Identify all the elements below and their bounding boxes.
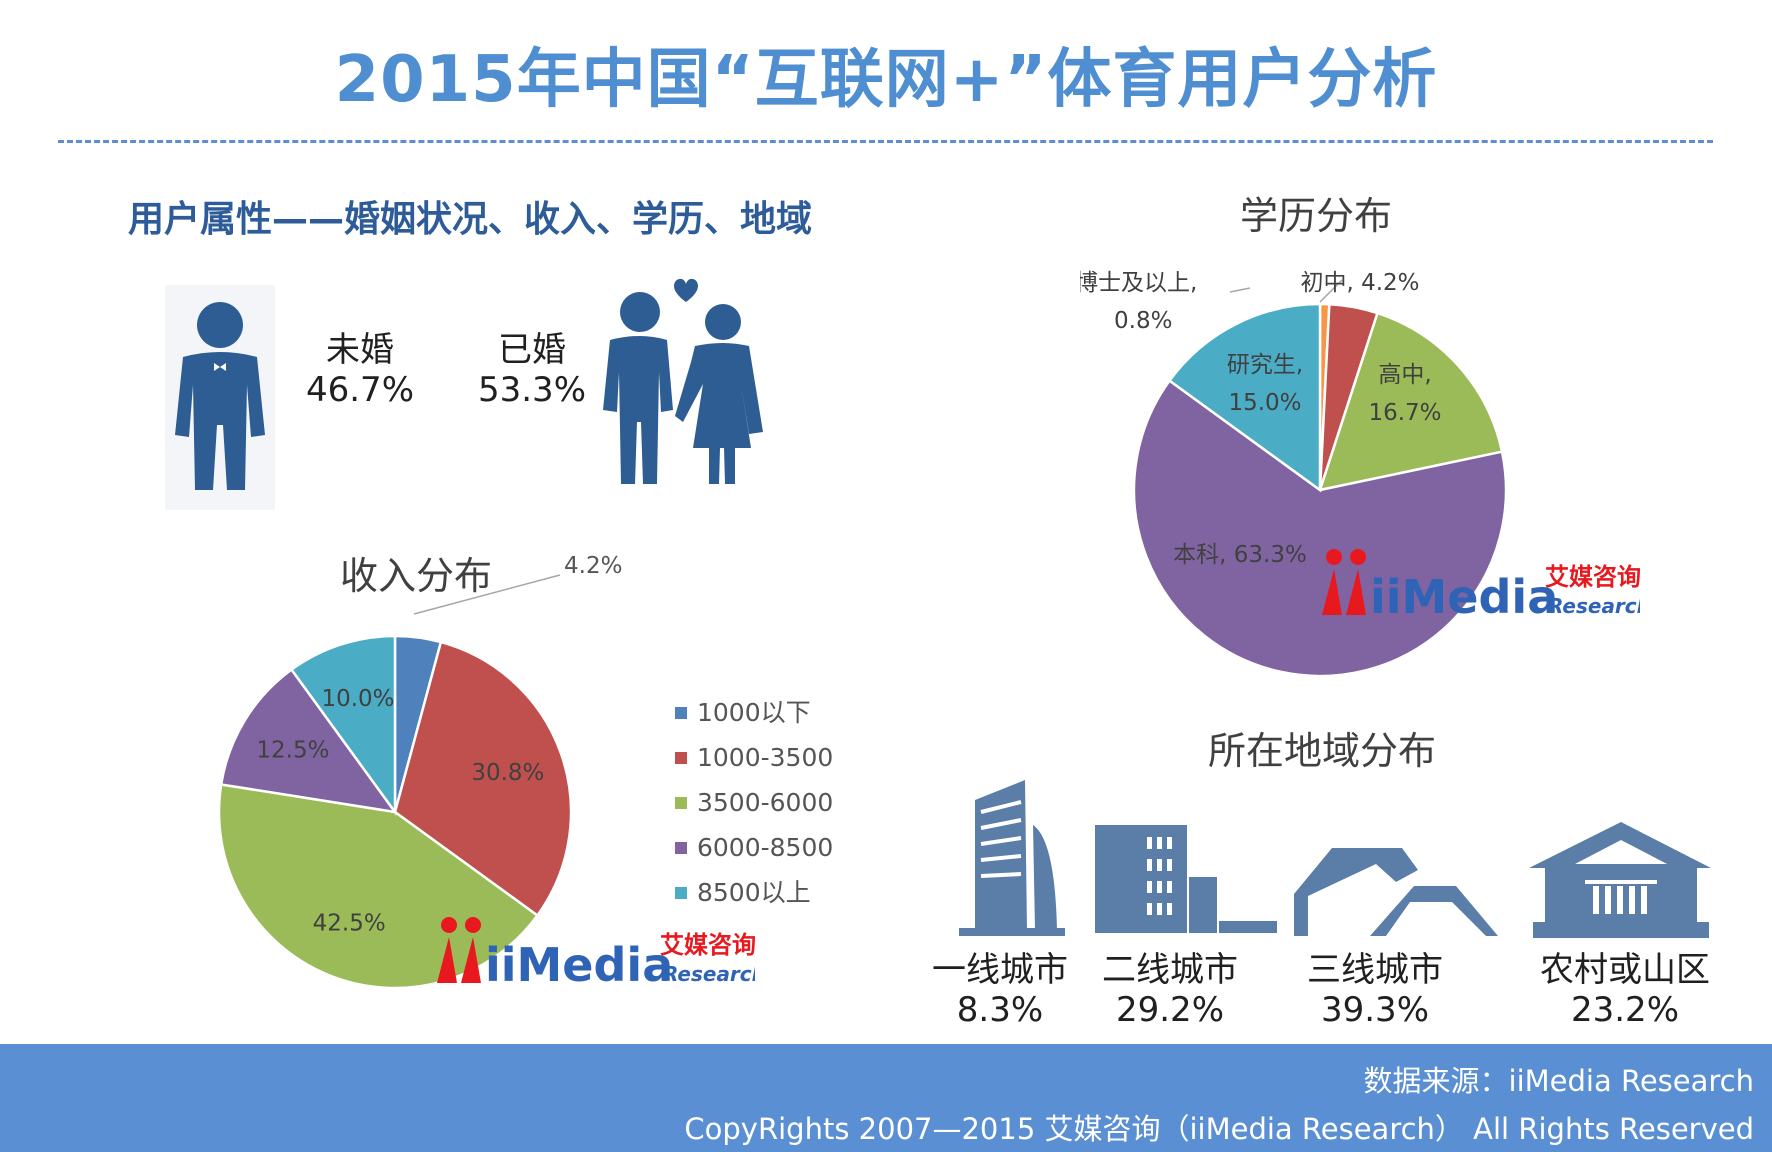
region-item-rural: 农村或山区 23.2% [1530,950,1720,1030]
marital-single-label: 未婚 [326,330,394,370]
education-label-1: 初中, 4.2% [1300,270,1419,296]
income-legend-swatch [675,887,687,899]
income-legend-item: 6000-8500 [675,833,833,863]
page-title: 2015年中国“互联网+”体育用户分析 [334,43,1438,117]
education-label-0: 博士及以上, [1080,270,1197,296]
income-label-3: 12.5% [256,737,329,763]
region-label-rural: 农村或山区 [1540,950,1710,990]
marital-married-value: 53.3% [477,370,586,410]
income-legend-swatch [675,752,687,764]
income-legend-label: 1000-3500 [697,743,834,772]
logo-brand-left: iiMedia [485,938,673,988]
region-item-tier3: 三线城市 39.3% [1300,950,1450,1030]
skyscraper-icon [959,780,1065,936]
bank-building-icon [1529,822,1711,938]
income-legend: 1000以下 1000-3500 3500-6000 6000-8500 8500以上 [675,698,833,923]
income-legend-swatch [675,707,687,719]
income-label-4: 10.0% [321,686,394,712]
title-divider [58,140,1713,143]
education-label-0: 0.8% [1114,308,1172,334]
single-man-icon [165,285,275,510]
income-slice-2 [217,783,540,990]
income-legend-label: 8500以上 [697,878,811,907]
apartment-building-icon [1095,825,1277,933]
region-value-rural: 23.2% [1570,990,1679,1030]
income-legend-swatch [675,797,687,809]
education-slice-2 [1318,311,1504,492]
logo-cn-right: 艾媒咨询 [1545,563,1640,591]
income-chart-title: 收入分布 [340,554,493,598]
income-legend-label: 1000以下 [697,698,811,727]
education-label-4: 研究生, [1227,352,1303,378]
logo-sub-right: Research [1548,594,1640,618]
region-value-tier3: 39.3% [1320,990,1429,1030]
logo-sub-left: Research [663,962,755,986]
income-label-0: 4.2% [564,553,622,579]
income-pie-chart: 30.8% 42.5% 12.5% 10.0% [217,634,573,990]
income-slice-3 [219,667,398,814]
marital-single: 未婚 46.7% [300,330,420,410]
marital-married-label: 已婚 [498,330,566,370]
income-label-1: 30.8% [471,760,544,786]
logo-brand-right: iiMedia [1370,570,1558,620]
logo-cn-left: 艾媒咨询 [660,931,755,959]
income-legend-swatch [675,842,687,854]
education-leader-0 [1229,287,1251,293]
education-label-3: 本科, 63.3% [1173,542,1307,568]
houses-icon [1294,848,1498,936]
income-legend-label: 6000-8500 [697,833,834,862]
income-legend-label: 3500-6000 [697,788,834,817]
education-slice-3 [1132,378,1508,678]
section-heading: 用户属性——婚姻状况、收入、学历、地域 [128,199,813,240]
iimedia-logo-left: iiMedia 艾媒咨询 Research [437,917,755,988]
income-legend-item: 1000以下 [675,698,833,728]
footer-source: 数据来源：iiMedia Research [1363,1064,1754,1098]
income-legend-item: 1000-3500 [675,743,833,773]
income-slice-1 [393,640,573,918]
education-pie-chart: 博士及以上, 0.8% 初中, 4.2% 高中, 16.7% 本科, 63.3% 研究生, 1… [1080,270,1508,678]
education-slice-4 [1167,302,1322,493]
region-item-tier2: 二线城市 29.2% [1095,950,1245,1030]
heart-icon [674,278,698,302]
education-leader-1 [1319,279,1343,303]
region-item-tier1: 一线城市 8.3% [925,950,1075,1030]
region-label-tier2: 二线城市 [1102,950,1238,990]
region-label-tier1: 一线城市 [932,950,1068,990]
region-value-tier2: 29.2% [1115,990,1224,1030]
footer-copyright: CopyRights 2007—2015 艾媒咨询（iiMedia Resear… [684,1112,1754,1146]
income-legend-item: 3500-6000 [675,788,833,818]
marital-single-value: 46.7% [305,370,414,410]
region-chart-title: 所在地域分布 [1208,729,1437,773]
income-label-2: 42.5% [313,911,386,937]
education-label-2: 高中, [1378,362,1431,388]
income-slice-4 [289,634,397,816]
income-legend-item: 8500以上 [675,878,833,908]
region-label-tier3: 三线城市 [1307,950,1443,990]
education-chart-title: 学历分布 [1240,194,1393,238]
footer-bar: 数据来源：iiMedia Research CopyRights 2007—20… [0,1044,1772,1152]
couple-icon [603,278,763,484]
region-value-tier1: 8.3% [956,990,1044,1030]
iimedia-logo-right: iiMedia 艾媒咨询 Research [1322,549,1640,620]
income-callout: 4.2% [413,553,622,615]
education-label-4: 15.0% [1228,390,1301,416]
education-label-2: 16.7% [1368,400,1441,426]
marital-married: 已婚 53.3% [472,330,592,410]
